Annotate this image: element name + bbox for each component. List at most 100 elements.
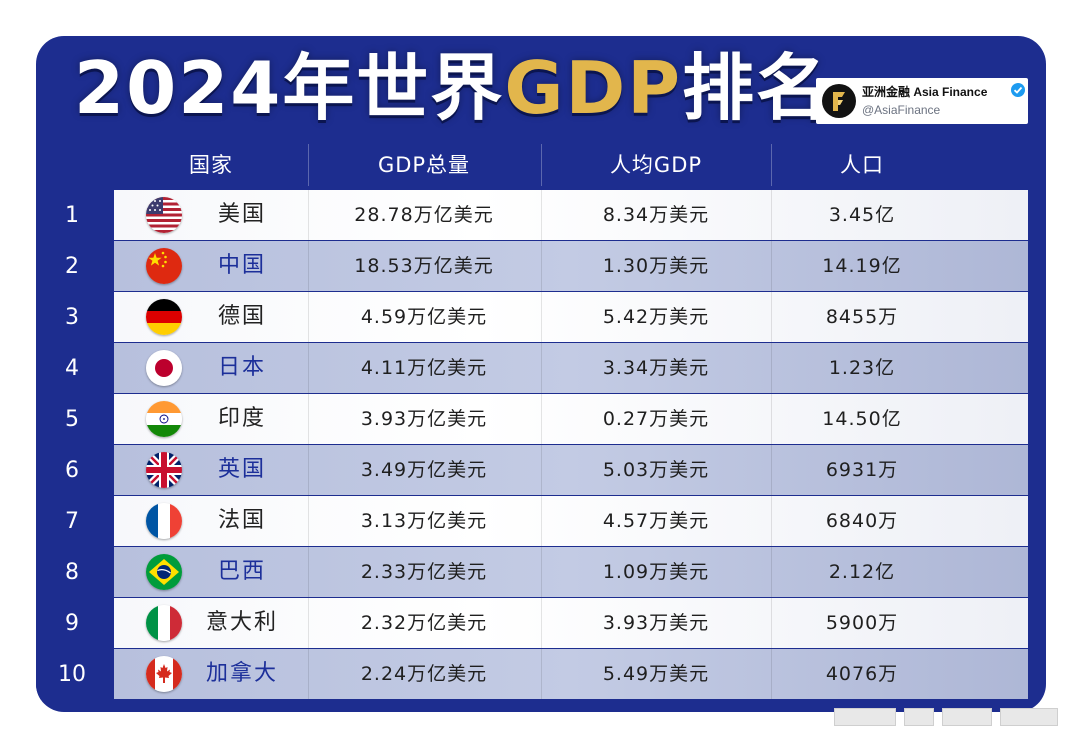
per-capita-cell: 1.09万美元: [602, 561, 710, 583]
population-cell: 3.45亿: [828, 204, 896, 226]
population-cell: 4076万: [825, 663, 899, 685]
rank-cell: 2: [36, 241, 108, 292]
population-cell: 6931万: [825, 459, 899, 481]
gdp-cell: 2.33万亿美元: [360, 561, 488, 583]
column-divider: [541, 445, 542, 495]
header-divider: [308, 144, 309, 186]
country-name: 英国: [217, 457, 266, 482]
title-suffix: 排名: [682, 46, 831, 130]
column-divider: [308, 445, 309, 495]
watermark-mark: [1000, 708, 1058, 726]
column-divider: [771, 394, 772, 444]
watermark-mark: [834, 708, 896, 726]
header-per-capita: 人均GDP: [609, 153, 703, 177]
population-cell: 6840万: [825, 510, 899, 532]
asia-finance-logo-icon: [822, 84, 856, 118]
column-divider: [308, 343, 309, 393]
france-flag-icon: [146, 503, 182, 539]
column-divider: [771, 343, 772, 393]
column-divider: [541, 241, 542, 291]
per-capita-cell: 3.34万美元: [602, 357, 710, 379]
column-divider: [541, 394, 542, 444]
per-capita-cell: 3.93万美元: [602, 612, 710, 634]
gdp-cell: 3.49万亿美元: [360, 459, 488, 481]
column-divider: [541, 343, 542, 393]
rank-cell: 5: [36, 394, 108, 445]
italy-flag-icon: [146, 605, 182, 641]
country-name: 巴西: [217, 559, 266, 584]
country-name: 中国: [217, 253, 266, 278]
watermark-mark: [904, 708, 934, 726]
per-capita-cell: 1.30万美元: [602, 255, 710, 277]
gdp-cell: 18.53万亿美元: [354, 255, 494, 277]
rank-cell: 10: [36, 649, 108, 700]
population-cell: 14.50亿: [822, 408, 902, 430]
watermark: [834, 706, 1064, 728]
country-name: 日本: [217, 355, 266, 380]
page-title: 2024年世界GDP排名: [74, 40, 830, 136]
column-divider: [541, 598, 542, 648]
table-row: 3 德国 4.59万亿美元 5.42万美元 8455万: [36, 292, 1028, 343]
column-divider: [308, 496, 309, 546]
table-row: 2 中国 18.53万亿美元 1.30万美元 14.19亿: [36, 241, 1028, 292]
rank-cell: 8: [36, 547, 108, 598]
rank-cell: 1: [36, 190, 108, 241]
per-capita-cell: 5.49万美元: [602, 663, 710, 685]
uk-flag-icon: [146, 452, 182, 488]
table-row: 6 英国 3.49万亿美元 5.03万美元 6931万: [36, 445, 1028, 496]
rank-cell: 3: [36, 292, 108, 343]
per-capita-cell: 5.03万美元: [602, 459, 710, 481]
gdp-cell: 3.13万亿美元: [360, 510, 488, 532]
per-capita-cell: 5.42万美元: [602, 306, 710, 328]
column-divider: [541, 292, 542, 342]
watermark-mark: [942, 708, 992, 726]
row-background: [114, 292, 1028, 342]
rank-cell: 4: [36, 343, 108, 394]
population-cell: 8455万: [825, 306, 899, 328]
row-background: [114, 547, 1028, 597]
row-background: [114, 343, 1028, 393]
row-background: [114, 598, 1028, 648]
column-divider: [308, 598, 309, 648]
per-capita-cell: 8.34万美元: [602, 204, 710, 226]
row-background: [114, 394, 1028, 444]
header-divider: [771, 144, 772, 186]
column-divider: [771, 445, 772, 495]
column-divider: [541, 190, 542, 240]
row-background: [114, 190, 1028, 240]
header-population: 人口: [840, 153, 884, 177]
canada-flag-icon: [146, 656, 182, 692]
header-divider: [541, 144, 542, 186]
column-divider: [771, 598, 772, 648]
table-row: 10 加拿大 2.24万亿美元 5.49万美元 4076万: [36, 649, 1028, 700]
title-prefix: 2024年世界: [74, 46, 505, 130]
gdp-cell: 28.78万亿美元: [354, 204, 494, 226]
header-country: 国家: [189, 153, 233, 177]
population-cell: 1.23亿: [828, 357, 896, 379]
brazil-flag-icon: [146, 554, 182, 590]
column-divider: [308, 241, 309, 291]
title-banner: 2024年世界GDP排名 亚洲金融 Asia Finance @AsiaFina…: [36, 36, 1046, 136]
column-divider: [308, 649, 309, 699]
table-header: 国家 GDP总量 人均GDP 人口: [36, 140, 1028, 190]
table-row: 7 法国 3.13万亿美元 4.57万美元 6840万: [36, 496, 1028, 547]
gdp-cell: 4.59万亿美元: [360, 306, 488, 328]
column-divider: [308, 292, 309, 342]
gdp-cell: 2.32万亿美元: [360, 612, 488, 634]
column-divider: [771, 241, 772, 291]
rank-cell: 6: [36, 445, 108, 496]
column-divider: [308, 190, 309, 240]
brand-handle: @AsiaFinance: [862, 103, 941, 117]
japan-flag-icon: [146, 350, 182, 386]
column-divider: [541, 649, 542, 699]
brand-badge[interactable]: 亚洲金融 Asia Finance @AsiaFinance: [816, 78, 1028, 124]
column-divider: [541, 547, 542, 597]
row-background: [114, 496, 1028, 546]
per-capita-cell: 0.27万美元: [602, 408, 710, 430]
table-row: 1 美国 28.78万亿美元 8.34万美元: [36, 190, 1028, 241]
country-name: 加拿大: [205, 661, 278, 686]
column-divider: [308, 394, 309, 444]
gdp-cell: 3.93万亿美元: [360, 408, 488, 430]
us-flag-icon: [146, 197, 182, 233]
rank-cell: 9: [36, 598, 108, 649]
